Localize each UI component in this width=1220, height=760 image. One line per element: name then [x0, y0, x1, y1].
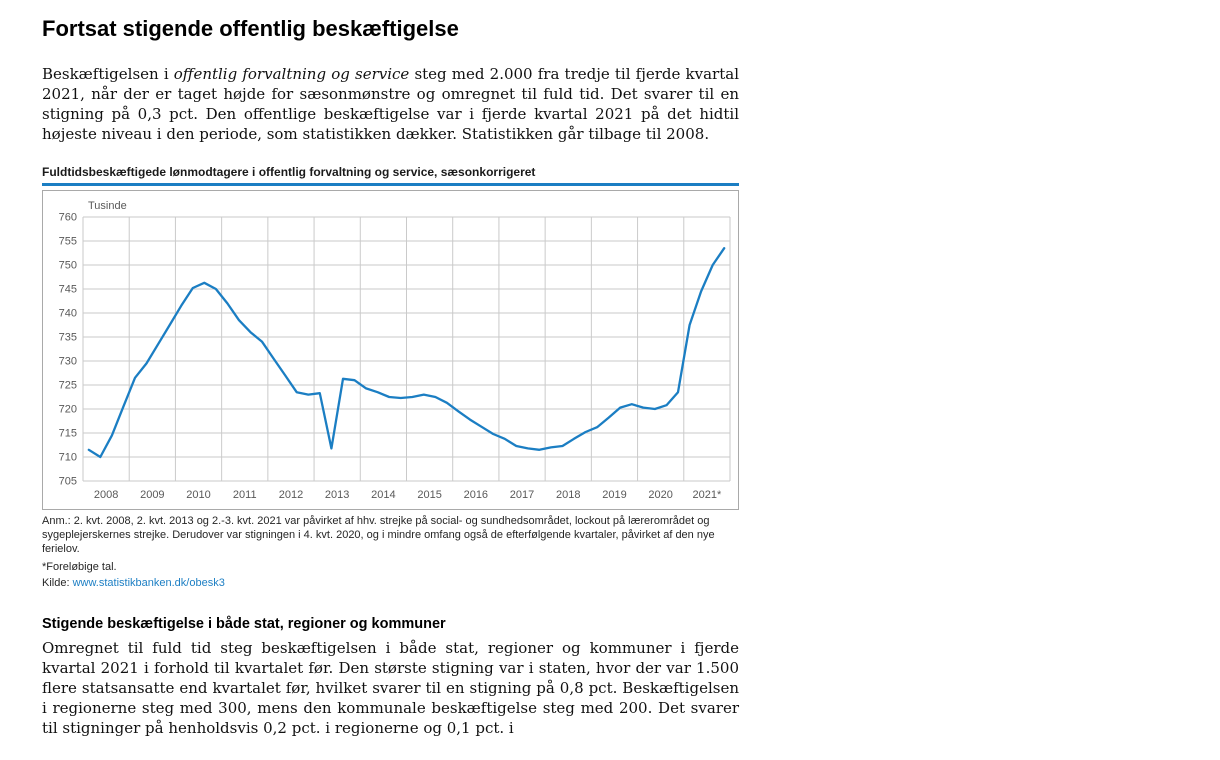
svg-text:740: 740	[59, 308, 77, 320]
svg-text:705: 705	[59, 476, 77, 488]
chart-container: 705 710 715 720 725 730 735 740 745 750 755 760 2008…	[42, 190, 739, 510]
figure-source: Kilde: www.statistikbanken.dk/obesk3	[42, 576, 739, 590]
svg-text:735: 735	[59, 332, 77, 344]
figure-footnote: *Foreløbige tal.	[42, 561, 117, 573]
svg-text:2020: 2020	[648, 489, 672, 501]
svg-text:715: 715	[59, 428, 77, 440]
source-label: Kilde:	[42, 577, 73, 589]
employment-line-chart: 705 710 715 720 725 730 735 740 745 750 755 760 2008…	[59, 200, 731, 501]
section-heading: Stigende beskæftigelse i både stat, regi…	[42, 616, 446, 632]
svg-text:750: 750	[59, 260, 77, 272]
svg-text:755: 755	[59, 236, 77, 248]
svg-text:2014: 2014	[371, 489, 395, 501]
svg-text:2012: 2012	[279, 489, 303, 501]
svg-text:2019: 2019	[602, 489, 626, 501]
figure-title-rule	[42, 183, 739, 186]
figure-note: Anm.: 2. kvt. 2008, 2. kvt. 2013 og 2.-3…	[42, 515, 715, 555]
svg-text:Tusinde: Tusinde	[88, 200, 127, 212]
svg-text:2013: 2013	[325, 489, 349, 501]
figure-title: Fuldtidsbeskæftigede lønmodtagere i offe…	[42, 165, 536, 179]
svg-text:2018: 2018	[556, 489, 580, 501]
svg-text:2011: 2011	[233, 489, 257, 501]
svg-text:2010: 2010	[186, 489, 210, 501]
svg-text:760: 760	[59, 212, 77, 224]
svg-text:2008: 2008	[94, 489, 118, 501]
svg-text:725: 725	[59, 380, 77, 392]
section-paragraph: Omregnet til fuld tid steg beskæftigelse…	[42, 639, 739, 737]
intro-pre: Beskæftigelsen i	[42, 65, 174, 83]
svg-text:730: 730	[59, 356, 77, 368]
svg-text:2015: 2015	[417, 489, 441, 501]
source-link[interactable]: www.statistikbanken.dk/obesk3	[72, 577, 225, 589]
svg-text:720: 720	[59, 404, 77, 416]
svg-text:2016: 2016	[464, 489, 488, 501]
svg-text:2021*: 2021*	[693, 489, 722, 501]
svg-text:2017: 2017	[510, 489, 534, 501]
article: Fortsat stigende offentlig beskæftigelse…	[42, 16, 739, 759]
svg-text:710: 710	[59, 452, 77, 464]
intro-post: steg med 2.000 fra tredje til fjerde kva…	[42, 65, 739, 143]
svg-text:745: 745	[59, 284, 77, 296]
intro-italic: offentlig forvaltning og service	[173, 65, 410, 83]
svg-text:2009: 2009	[140, 489, 164, 501]
page-title: Fortsat stigende offentlig beskæftigelse	[42, 16, 459, 41]
intro-paragraph: Beskæftigelsen i offentlig forvaltning o…	[42, 64, 739, 144]
